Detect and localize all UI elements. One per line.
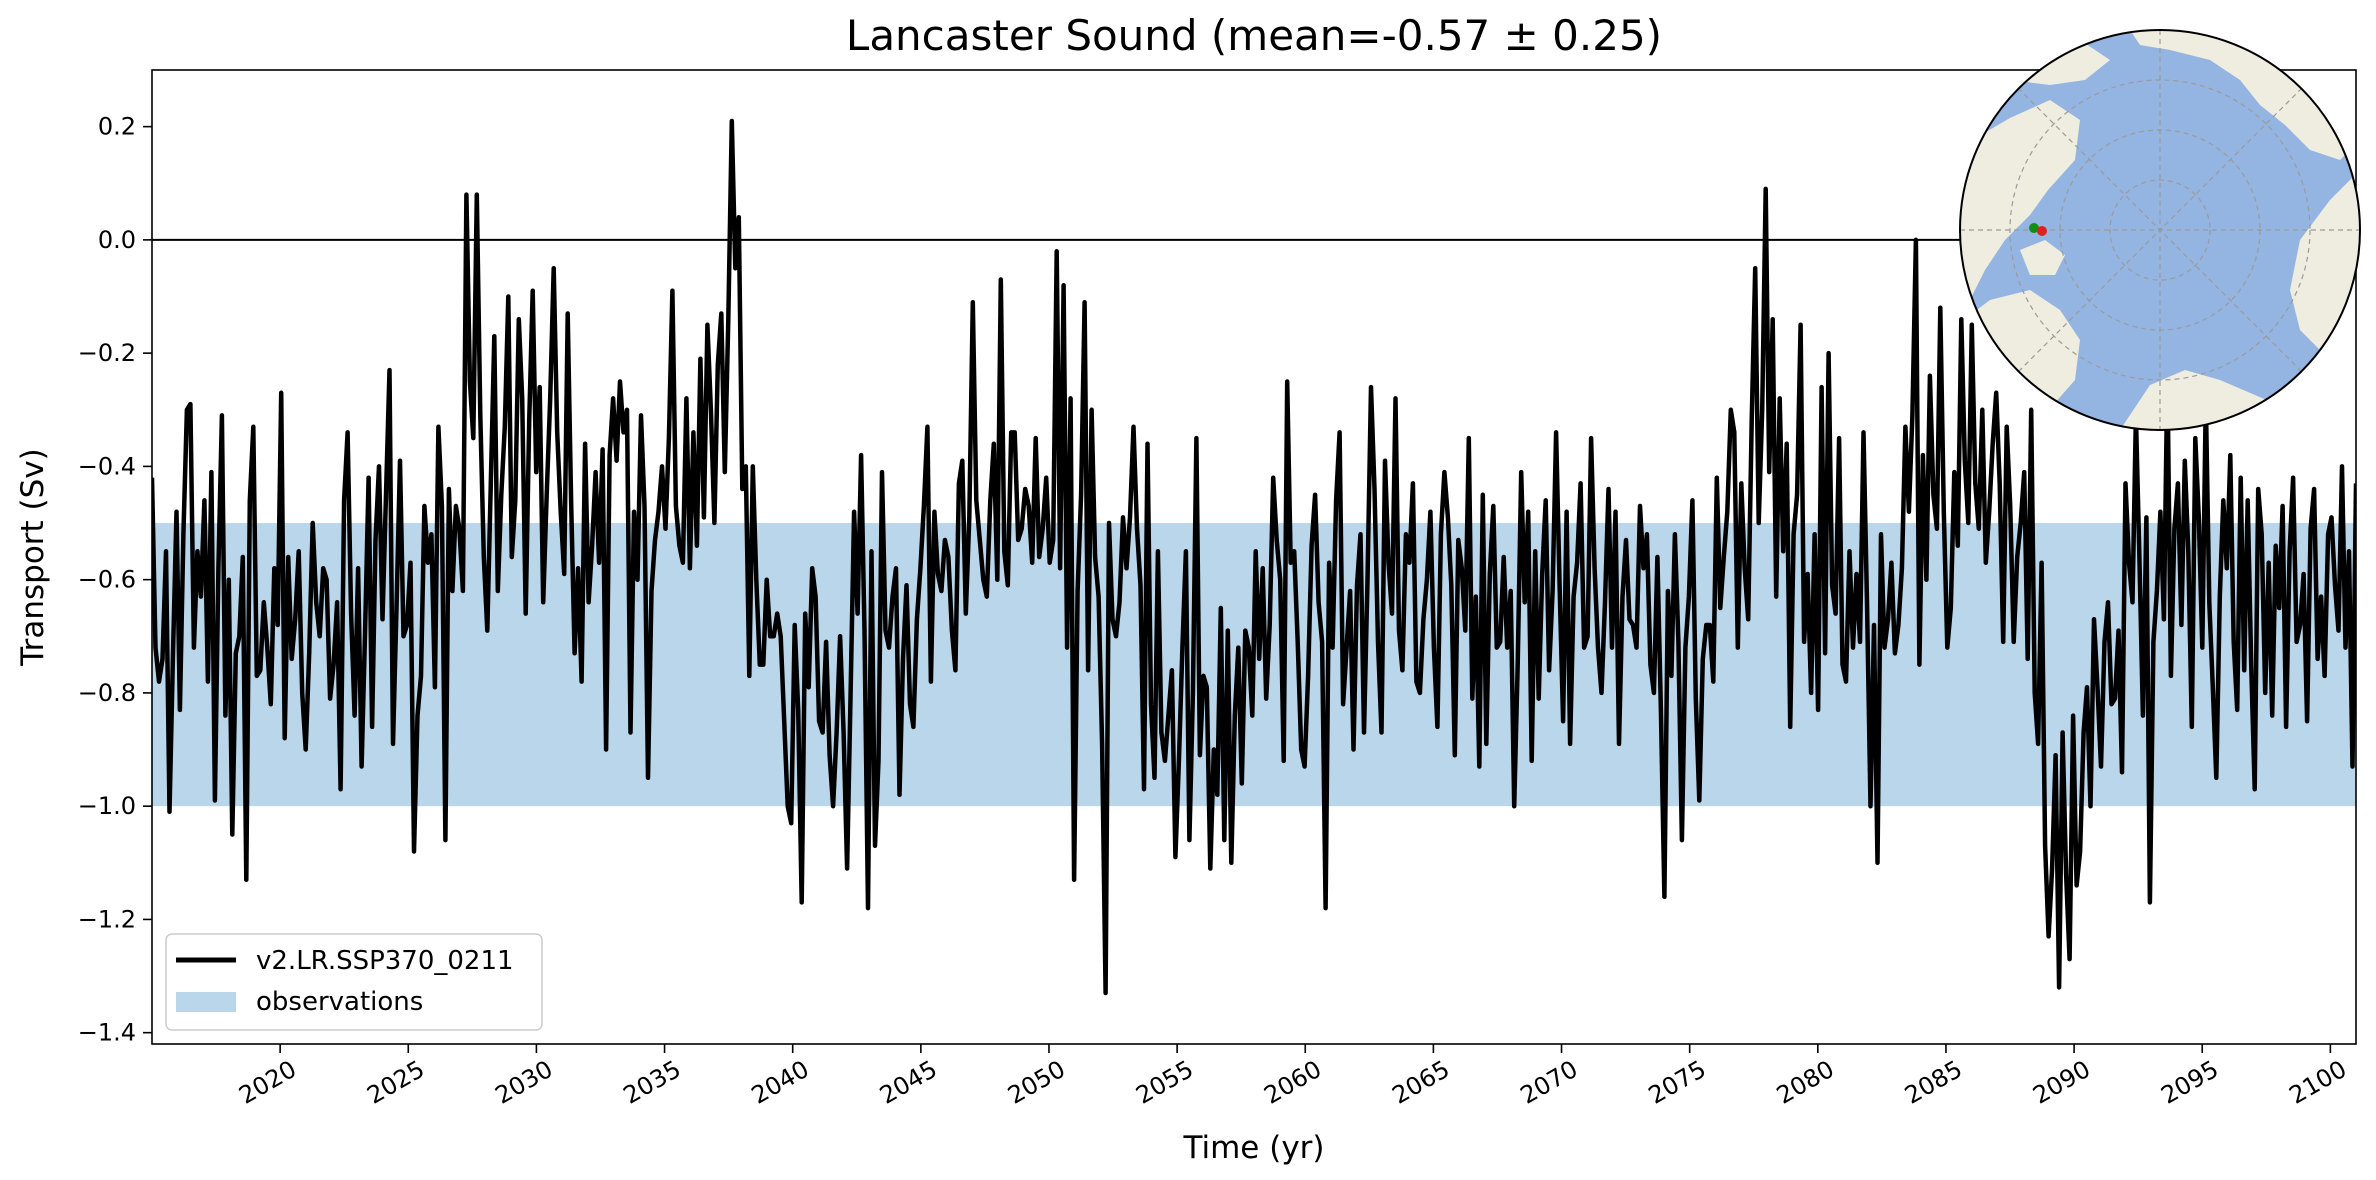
map-graticule — [1960, 30, 2360, 430]
y-tick-label: −1.2 — [78, 905, 136, 933]
x-axis-title: Time (yr) — [1183, 1130, 1325, 1166]
y-axis-title: Transport (Sv) — [15, 448, 51, 667]
x-tick-label: 2060 — [1259, 1055, 1326, 1110]
map-landmass — [2020, 240, 2065, 275]
map-marker-green — [2029, 223, 2039, 233]
legend-observations-swatch — [176, 992, 236, 1012]
x-tick-label: 2025 — [362, 1055, 429, 1110]
y-tick-label: −0.6 — [78, 566, 136, 594]
x-axis-ticks: 2020 2025 2030 2035 2040 2045 2050 2055 2060 2065… — [234, 1044, 2351, 1110]
y-tick-label: −0.4 — [78, 452, 136, 480]
y-tick-label: −1.0 — [78, 792, 136, 820]
series-line — [152, 118, 2356, 996]
x-tick-label: 2030 — [491, 1055, 558, 1110]
x-tick-label: 2070 — [1516, 1055, 1583, 1110]
map-border — [1959, 29, 2361, 431]
y-tick-label: −0.8 — [78, 679, 136, 707]
x-tick-label: 2080 — [1772, 1055, 1839, 1110]
legend: v2.LR.SSP370_0211 observations — [165, 933, 543, 1031]
x-tick-label: 2090 — [2028, 1055, 2095, 1110]
x-tick-label: 2075 — [1644, 1055, 1711, 1110]
y-axis-ticks: 0.2 0.0 −0.2 −0.4 −0.6 −0.8 −1.0 −1.2 −1.4 — [78, 113, 152, 1047]
legend-observations-label: observations — [256, 987, 423, 1017]
x-tick-label: 2040 — [747, 1055, 814, 1110]
x-tick-label: 2100 — [2284, 1055, 2351, 1110]
legend-series-label: v2.LR.SSP370_0211 — [256, 946, 514, 976]
y-tick-label: 0.0 — [98, 226, 136, 254]
plot-frame — [151, 69, 2357, 1045]
legend-box — [165, 933, 543, 1031]
x-tick-label: 2035 — [619, 1055, 686, 1110]
map-landmass — [2130, 30, 2360, 160]
x-tick-label: 2050 — [1003, 1055, 1070, 1110]
x-tick-label: 2095 — [2156, 1055, 2223, 1110]
chart-title: Lancaster Sound (mean=-0.57 ± 0.25) — [846, 11, 1662, 60]
x-tick-label: 2020 — [234, 1055, 301, 1110]
y-tick-label: −0.2 — [78, 339, 136, 367]
x-tick-label: 2055 — [1131, 1055, 1198, 1110]
y-tick-label: 0.2 — [98, 113, 136, 141]
x-tick-label: 2065 — [1388, 1055, 1455, 1110]
x-tick-label: 2085 — [1900, 1055, 1967, 1110]
map-marker-red — [2037, 226, 2047, 236]
inset-arctic-map — [1959, 29, 2361, 431]
map-landmass — [1960, 100, 2080, 330]
x-tick-label: 2045 — [875, 1055, 942, 1110]
y-tick-label: −1.4 — [78, 1019, 136, 1047]
